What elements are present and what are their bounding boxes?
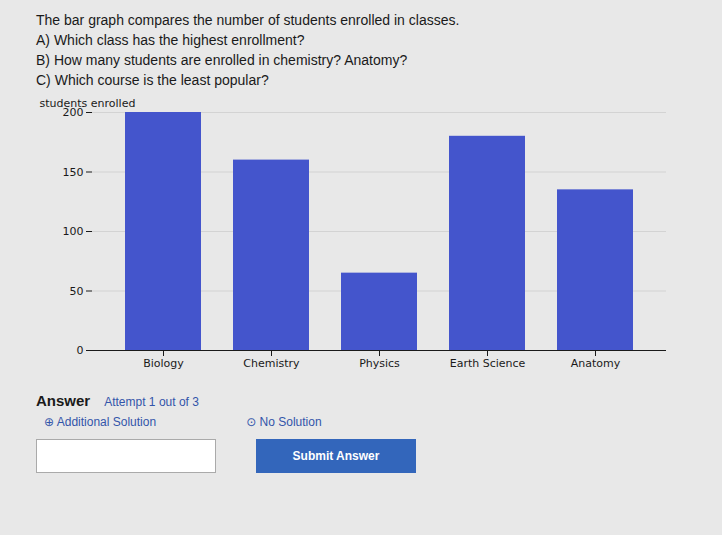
html-text:Answer: Answer	[36, 392, 91, 409]
svg-text:0: 0	[77, 344, 84, 357]
svg-text:150: 150	[63, 166, 84, 179]
html-text:The bar graph compares the num: The bar graph compares the number of stu…	[36, 12, 460, 28]
html-text:Attempt 1 out of 3: Attempt 1 out of 3	[104, 395, 199, 409]
svg-text:Anatomy: Anatomy	[571, 357, 621, 370]
html-text:Submit Answer: Submit Answer	[292, 449, 380, 463]
svg-text:Physics: Physics	[359, 357, 400, 370]
svg-text:100: 100	[63, 225, 84, 238]
svg-text:students enrolled: students enrolled	[40, 97, 136, 110]
svg-text:200: 200	[62, 106, 84, 119]
html-text:B) How many students are enrol: B) How many students are enrolled in che…	[36, 52, 408, 68]
svg-text:Biology: Biology	[143, 357, 184, 370]
html-text:A) Which class has the highest: A) Which class has the highest enrollmen…	[36, 32, 305, 48]
html-text:C) Which course is the least p: C) Which course is the least popular?	[36, 72, 269, 88]
html-text:⊙ No Solution: ⊙ No Solution	[246, 415, 322, 429]
svg-text:50: 50	[70, 285, 84, 298]
svg-text:Earth Science: Earth Science	[450, 357, 526, 370]
html-text:⊕ Additional Solution: ⊕ Additional Solution	[44, 415, 157, 429]
svg-text:Chemistry: Chemistry	[243, 357, 300, 370]
